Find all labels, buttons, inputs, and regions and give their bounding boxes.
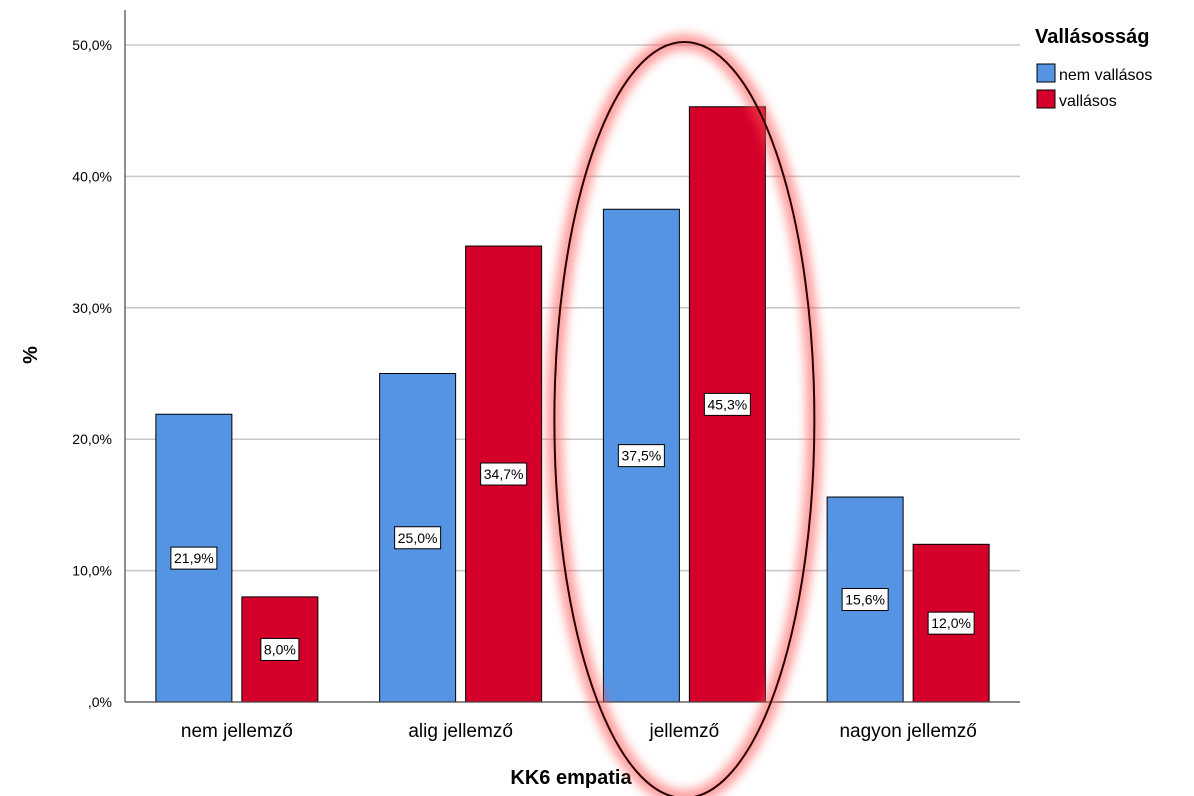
legend-swatch-nem-vallasos [1036,63,1056,83]
data-label: 45,3% [703,392,751,416]
legend-label-nem-vallasos: nem vallásos [1059,67,1152,84]
data-label: 25,0% [394,526,442,550]
y-tick-label: 20,0% [72,431,112,447]
y-axis-title: % [20,346,42,364]
bars [155,106,990,703]
data-label-box [703,392,751,416]
y-tick-label: 30,0% [72,300,112,316]
highlight-outline [553,41,816,796]
data-label-box [260,637,300,661]
x-tick-label: jellemző [649,721,720,742]
data-label-text: 34,7% [484,466,524,482]
data-label-box [841,588,889,612]
data-label: 37,5% [617,444,665,468]
x-tick-label: alig jellemző [408,721,513,742]
data-label: 34,7% [480,462,528,486]
data-label-box [480,462,528,486]
data-label: 12,0% [927,611,975,635]
y-tick-labels: ,0% 10,0% 20,0% 30,0% 40,0% 50,0% [72,37,112,710]
legend: Vallásosság nem vallásos vallásos [1035,26,1152,110]
legend-label-vallasos: vallásos [1059,93,1117,110]
data-label-text: 15,6% [845,592,885,608]
data-label-box [394,526,442,550]
data-label-text: 25,0% [398,530,438,546]
highlight-ellipse [546,34,823,796]
grid-lines [125,44,1020,572]
data-label-text: 21,9% [174,550,214,566]
data-label-text: 12,0% [931,615,971,631]
x-tick-label: nem jellemző [181,721,293,742]
data-label: 8,0% [260,637,300,661]
legend-swatch-vallasos [1036,89,1056,109]
data-label: 21,9% [170,546,218,570]
y-tick-label: 50,0% [72,37,112,53]
data-label-box [927,611,975,635]
data-label-text: 45,3% [708,396,748,412]
axes [124,10,1020,703]
data-label-text: 37,5% [622,448,662,464]
data-labels: 21,9% 8,0% 25,0% 34,7% 37,5% 45,3% 15,6% 12,0% [170,392,975,661]
legend-title: Vallásosság [1035,26,1150,48]
y-tick-label: ,0% [88,694,112,710]
x-axis-title: KK6 empatia [510,767,632,789]
highlight-glow [546,34,823,796]
data-label-box [617,444,665,468]
data-label-box [170,546,218,570]
x-category-labels: nem jellemző alig jellemző jellemző nagyon … [181,721,977,742]
y-tick-label: 10,0% [72,563,112,579]
y-tick-label: 40,0% [72,168,112,184]
data-label: 15,6% [841,588,889,612]
x-tick-label: nagyon jellemző [839,721,976,742]
data-label-text: 8,0% [264,641,296,657]
